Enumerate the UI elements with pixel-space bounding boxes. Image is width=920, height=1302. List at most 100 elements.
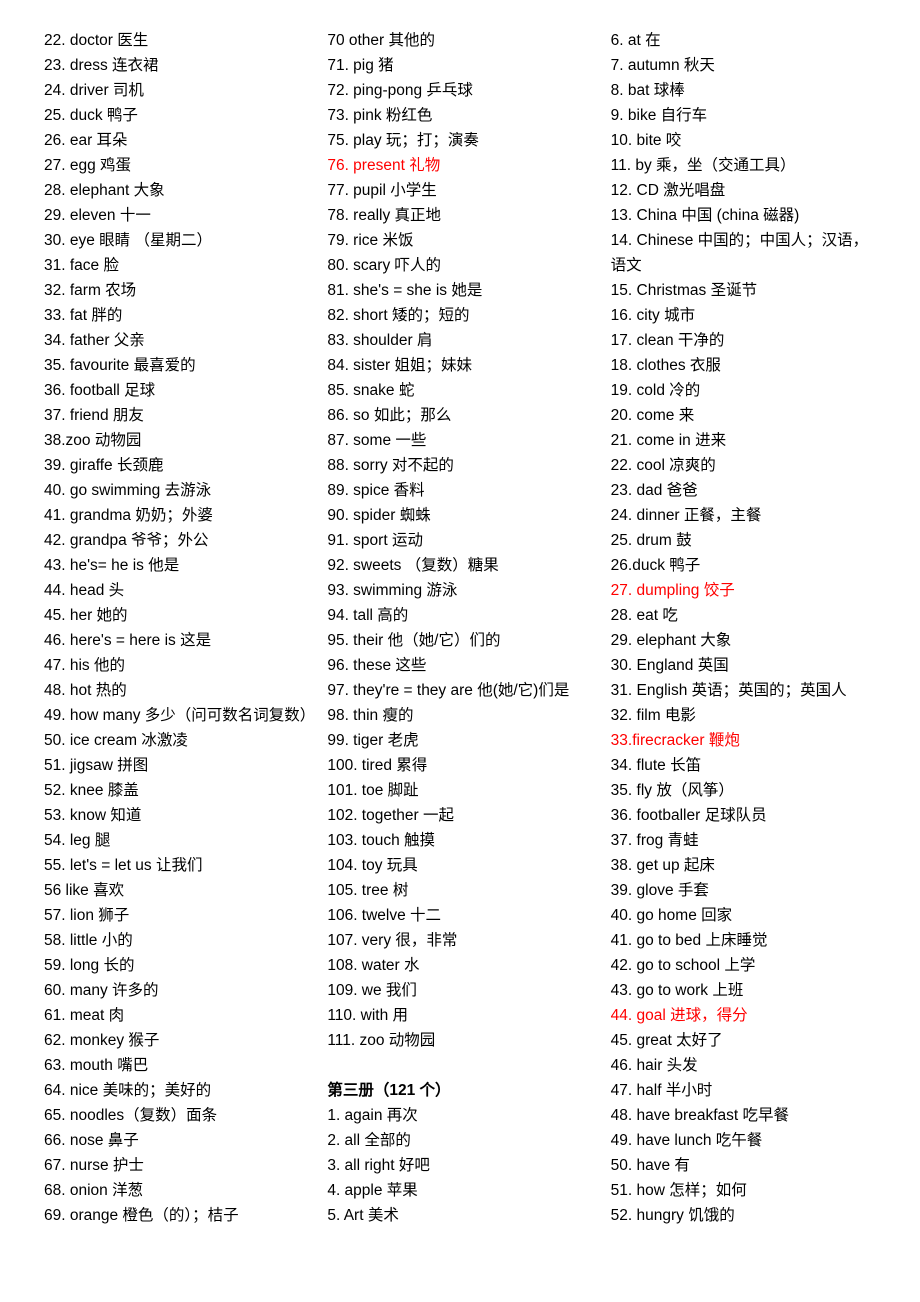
vocab-entry: 43. go to work 上班 [611,978,876,1003]
vocab-entry: 99. tiger 老虎 [327,728,592,753]
vocab-entry: 48. have breakfast 吃早餐 [611,1103,876,1128]
vocab-entry: 35. fly 放（风筝） [611,778,876,803]
vocab-entry: 37. frog 青蛙 [611,828,876,853]
vocab-entry: 5. Art 美术 [327,1203,592,1228]
vocab-entry: 53. know 知道 [44,803,309,828]
vocab-entry: 49. how many 多少（问可数名词复数） [44,703,309,728]
vocab-entry: 76. present 礼物 [327,153,592,178]
vocab-entry: 16. city 城市 [611,303,876,328]
vocab-entry: 12. CD 激光唱盘 [611,178,876,203]
vocab-entry: 84. sister 姐姐；妹妹 [327,353,592,378]
vocab-entry: 64. nice 美味的；美好的 [44,1078,309,1103]
vocab-entry: 107. very 很，非常 [327,928,592,953]
vocab-entry: 39. giraffe 长颈鹿 [44,453,309,478]
vocab-entry: 48. hot 热的 [44,678,309,703]
vocab-entry: 81. she's = she is 她是 [327,278,592,303]
column-3: 6. at 在7. autumn 秋天8. bat 球棒9. bike 自行车1… [611,28,876,1228]
vocabulary-columns: 22. doctor 医生23. dress 连衣裙24. driver 司机2… [44,28,876,1228]
vocab-entry: 88. sorry 对不起的 [327,453,592,478]
vocab-entry: 38.zoo 动物园 [44,428,309,453]
vocab-entry: 22. doctor 医生 [44,28,309,53]
vocab-entry: 33.firecracker 鞭炮 [611,728,876,753]
vocab-entry: 103. touch 触摸 [327,828,592,853]
vocab-entry: 54. leg 腿 [44,828,309,853]
vocab-entry: 34. flute 长笛 [611,753,876,778]
vocab-entry: 29. elephant 大象 [611,628,876,653]
vocab-entry: 15. Christmas 圣诞节 [611,278,876,303]
vocab-entry: 38. get up 起床 [611,853,876,878]
section-heading: 第三册（121 个） [327,1078,592,1103]
vocab-entry: 29. eleven 十一 [44,203,309,228]
vocab-entry: 91. sport 运动 [327,528,592,553]
vocab-entry: 95. their 他（她/它）们的 [327,628,592,653]
vocab-entry: 61. meat 肉 [44,1003,309,1028]
vocab-entry: 20. come 来 [611,403,876,428]
vocab-entry: 9. bike 自行车 [611,103,876,128]
vocab-entry: 40. go swimming 去游泳 [44,478,309,503]
vocab-entry: 85. snake 蛇 [327,378,592,403]
vocab-entry: 78. really 真正地 [327,203,592,228]
vocab-entry: 26. ear 耳朵 [44,128,309,153]
vocab-entry: 26.duck 鸭子 [611,553,876,578]
vocab-entry: 58. little 小的 [44,928,309,953]
vocab-entry: 25. duck 鸭子 [44,103,309,128]
vocab-entry: 71. pig 猪 [327,53,592,78]
vocab-entry: 110. with 用 [327,1003,592,1028]
vocab-entry: 11. by 乘，坐（交通工具） [611,153,876,178]
vocab-entry: 93. swimming 游泳 [327,578,592,603]
vocab-entry: 52. hungry 饥饿的 [611,1203,876,1228]
vocab-entry: 62. monkey 猴子 [44,1028,309,1053]
vocab-entry: 57. lion 狮子 [44,903,309,928]
vocab-entry: 13. China 中国 (china 磁器) [611,203,876,228]
vocab-entry: 47. his 他的 [44,653,309,678]
vocab-entry: 42. go to school 上学 [611,953,876,978]
vocab-entry: 67. nurse 护士 [44,1153,309,1178]
vocab-entry: 82. short 矮的；短的 [327,303,592,328]
vocab-entry: 56 like 喜欢 [44,878,309,903]
vocab-entry: 31. English 英语；英国的；英国人 [611,678,876,703]
vocab-entry: 104. toy 玩具 [327,853,592,878]
vocab-entry: 36. football 足球 [44,378,309,403]
vocab-entry: 31. face 脸 [44,253,309,278]
vocab-entry: 24. driver 司机 [44,78,309,103]
vocab-entry: 22. cool 凉爽的 [611,453,876,478]
vocab-entry: 23. dad 爸爸 [611,478,876,503]
vocab-entry: 43. he's= he is 他是 [44,553,309,578]
vocab-entry: 100. tired 累得 [327,753,592,778]
vocab-entry: 41. grandma 奶奶；外婆 [44,503,309,528]
vocab-entry: 68. onion 洋葱 [44,1178,309,1203]
vocab-entry: 32. film 电影 [611,703,876,728]
vocab-entry: 75. play 玩；打；演奏 [327,128,592,153]
vocab-entry: 96. these 这些 [327,653,592,678]
vocab-entry: 33. fat 胖的 [44,303,309,328]
vocab-entry: 87. some 一些 [327,428,592,453]
vocab-entry: 89. spice 香料 [327,478,592,503]
vocab-entry: 7. autumn 秋天 [611,53,876,78]
vocab-entry: 90. spider 蜘蛛 [327,503,592,528]
vocab-entry: 10. bite 咬 [611,128,876,153]
vocab-entry: 59. long 长的 [44,953,309,978]
vocab-entry: 28. elephant 大象 [44,178,309,203]
vocab-entry: 46. here's = here is 这是 [44,628,309,653]
vocab-entry: 25. drum 鼓 [611,528,876,553]
vocab-entry: 79. rice 米饭 [327,228,592,253]
vocab-entry: 73. pink 粉红色 [327,103,592,128]
vocab-entry: 105. tree 树 [327,878,592,903]
vocab-entry: 24. dinner 正餐，主餐 [611,503,876,528]
vocab-entry: 2. all 全部的 [327,1128,592,1153]
vocab-entry: 69. orange 橙色（的）；桔子 [44,1203,309,1228]
vocab-entry: 3. all right 好吧 [327,1153,592,1178]
vocab-entry: 19. cold 冷的 [611,378,876,403]
vocab-entry: 40. go home 回家 [611,903,876,928]
vocab-entry: 37. friend 朋友 [44,403,309,428]
vocab-entry: 63. mouth 嘴巴 [44,1053,309,1078]
vocab-entry: 50. ice cream 冰激凌 [44,728,309,753]
vocab-entry: 28. eat 吃 [611,603,876,628]
vocab-entry: 55. let's = let us 让我们 [44,853,309,878]
vocab-entry: 109. we 我们 [327,978,592,1003]
vocab-entry: 86. so 如此；那么 [327,403,592,428]
vocab-entry: 27. egg 鸡蛋 [44,153,309,178]
vocab-entry: 6. at 在 [611,28,876,53]
vocab-entry: 65. noodles（复数）面条 [44,1103,309,1128]
vocab-entry: 70 other 其他的 [327,28,592,53]
